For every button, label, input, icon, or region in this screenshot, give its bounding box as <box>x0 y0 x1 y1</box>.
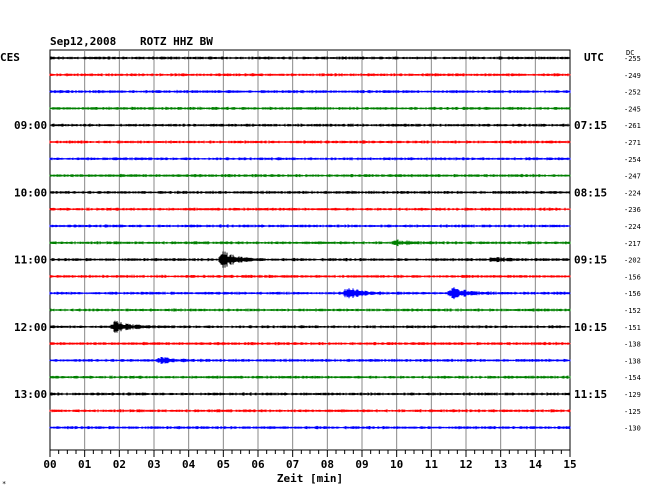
dc-offset-label: -125 <box>624 408 641 416</box>
dc-offset-label: -236 <box>624 206 641 214</box>
dc-offset-label: -252 <box>624 89 641 97</box>
trace-lines <box>49 56 571 430</box>
utc-time-label: 07:15 <box>574 119 607 132</box>
trace-9 <box>49 190 571 195</box>
local-time-label: 09:00 <box>14 119 47 132</box>
trace-1 <box>49 56 571 60</box>
trace-8 <box>49 173 571 178</box>
dc-offset-label: -152 <box>624 307 641 315</box>
local-time-label: 11:00 <box>14 254 47 267</box>
trace-19 <box>49 357 571 364</box>
utc-time-labels: 07:15 08:15 09:15 10:15 11:15 <box>574 119 607 401</box>
dc-offset-label: -138 <box>624 357 641 365</box>
trace-2 <box>49 73 571 77</box>
x-tick-label: 06 <box>251 458 265 471</box>
record-date: Sep12,2008 <box>50 35 116 48</box>
x-tick-label: 15 <box>563 458 576 471</box>
dc-offset-labels: -255 -249 -252 -245 -261 -271 -254 -247 -224 -236… <box>624 55 641 433</box>
station-code: ROTZ HHZ BW <box>140 35 213 48</box>
dc-offset-label: -255 <box>624 55 641 63</box>
trace-6 <box>49 140 571 144</box>
utc-time-label: 08:15 <box>574 186 607 199</box>
dc-offset-label: -156 <box>624 290 641 298</box>
dc-offset-label: -224 <box>624 223 641 231</box>
x-tick-label: 02 <box>113 458 126 471</box>
trace-17 <box>49 320 571 333</box>
x-tick-label: 07 <box>286 458 299 471</box>
x-axis: 00 01 02 03 04 05 06 07 08 09 10 11 12 13 14 15 <box>43 450 577 471</box>
trace-11 <box>49 224 571 228</box>
trace-23 <box>49 425 571 430</box>
dc-offset-label: -154 <box>624 374 641 382</box>
dc-offset-label: -261 <box>624 122 641 130</box>
utc-time-label: 11:15 <box>574 388 607 401</box>
trace-12 <box>49 239 571 247</box>
trace-3 <box>49 89 571 94</box>
dc-offset-label: -224 <box>624 189 641 197</box>
trace-13 <box>49 251 571 268</box>
x-axis-title: Zeit [min] <box>277 472 343 485</box>
utc-time-label: 10:15 <box>574 321 607 334</box>
dc-offset-label: -247 <box>624 173 641 181</box>
x-tick-label: 00 <box>43 458 56 471</box>
trace-22 <box>49 409 571 413</box>
right-timezone-label: UTC <box>584 51 604 64</box>
footnote-mark: * <box>2 480 6 488</box>
trace-21 <box>49 392 571 396</box>
local-time-labels: 09:00 10:00 11:00 12:00 13:00 <box>14 119 47 401</box>
trace-16 <box>49 308 571 312</box>
x-tick-label: 10 <box>390 458 403 471</box>
dc-offset-label: -249 <box>624 72 641 80</box>
x-tick-label: 09 <box>355 458 368 471</box>
x-tick-label: 01 <box>78 458 92 471</box>
left-timezone-label: CES <box>0 51 20 64</box>
trace-5 <box>49 123 571 127</box>
dc-offset-label: -271 <box>624 139 641 147</box>
trace-10 <box>49 207 571 211</box>
dc-offset-label: -245 <box>624 105 641 113</box>
local-time-label: 10:00 <box>14 186 47 199</box>
local-time-label: 12:00 <box>14 321 47 334</box>
dc-offset-header: DC <box>626 49 634 57</box>
dc-offset-label: -130 <box>624 425 641 433</box>
minute-grid <box>84 50 536 450</box>
dc-offset-label: -254 <box>624 156 641 164</box>
dc-offset-label: -129 <box>624 391 641 399</box>
x-tick-label: 08 <box>321 458 334 471</box>
dc-offset-label: -156 <box>624 273 641 281</box>
x-tick-label: 12 <box>459 458 472 471</box>
x-tick-label: 04 <box>182 458 196 471</box>
dc-offset-label: -151 <box>624 324 641 332</box>
trace-7 <box>49 157 571 161</box>
plot-frame <box>49 49 571 451</box>
x-tick-label: 14 <box>529 458 543 471</box>
x-tick-label: 11 <box>425 458 439 471</box>
trace-4 <box>49 106 571 110</box>
utc-time-label: 09:15 <box>574 254 607 267</box>
x-tick-label: 05 <box>217 458 230 471</box>
trace-18 <box>49 341 571 346</box>
dc-offset-label: -138 <box>624 341 641 349</box>
trace-14 <box>49 274 571 279</box>
dc-offset-label: -217 <box>624 240 641 248</box>
x-tick-label: 13 <box>494 458 507 471</box>
x-tick-label: 03 <box>147 458 160 471</box>
trace-20 <box>49 375 571 379</box>
local-time-label: 13:00 <box>14 388 47 401</box>
trace-15 <box>49 287 571 300</box>
dc-offset-label: -202 <box>624 257 641 265</box>
